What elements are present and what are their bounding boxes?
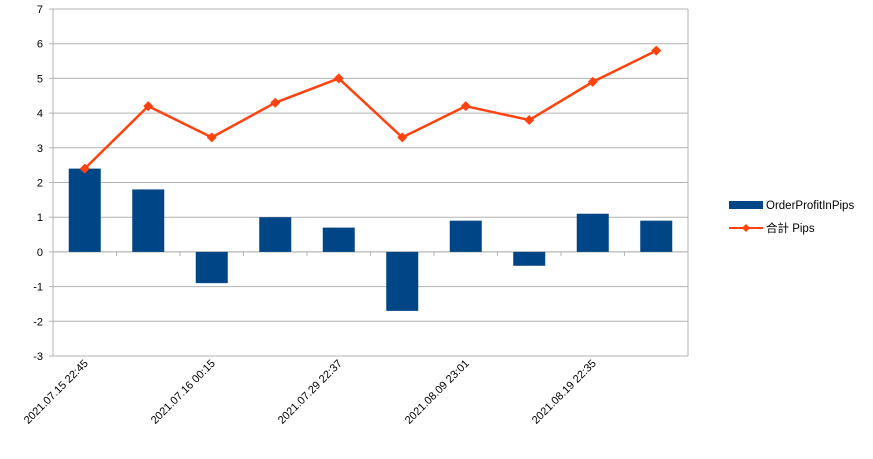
bar — [195, 251, 228, 284]
y-tick-label: 0 — [37, 247, 43, 259]
line-point — [524, 115, 535, 126]
bar — [640, 220, 673, 252]
legend: OrderProfitInPips 合計 Pips — [729, 200, 854, 235]
bar — [449, 220, 482, 252]
x-tick-labels: 2021.07.15 22:45 2021.07.16 00:15 2021.07.… — [22, 251, 689, 427]
grid-lines — [53, 8, 689, 357]
y-tick-label: -3 — [33, 351, 43, 363]
line-series — [79, 45, 662, 174]
line-point — [270, 97, 281, 108]
y-tick-labels: -3 -2 -1 0 1 2 3 4 5 6 7 — [33, 4, 53, 363]
y-tick-label: 6 — [37, 39, 43, 51]
line-point — [79, 163, 90, 174]
y-tick-label: 5 — [37, 73, 43, 85]
x-tick-label: 2021.07.15 22:45 — [22, 358, 91, 427]
x-tick-label: 2021.07.16 00:15 — [149, 358, 218, 427]
line-point — [143, 101, 154, 112]
y-tick-label: 2 — [37, 178, 43, 190]
line-point — [651, 45, 662, 56]
legend-line-marker — [742, 224, 750, 232]
legend-bar-swatch — [729, 201, 763, 209]
y-tick-label: 3 — [37, 143, 43, 155]
y-tick-label: 7 — [37, 4, 43, 16]
bar — [68, 168, 101, 252]
y-tick-label: 1 — [37, 212, 43, 224]
bar — [322, 227, 355, 252]
bar — [132, 189, 165, 252]
series-line — [83, 49, 657, 170]
y-tick-label: 4 — [37, 108, 43, 120]
bar — [386, 251, 419, 311]
line-point — [460, 101, 471, 112]
legend-bar-label: OrderProfitInPips — [766, 200, 854, 212]
x-tick-label: 2021.07.29 22:37 — [276, 358, 345, 427]
x-tick-label: 2021.08.09 23:01 — [403, 358, 472, 427]
legend-line-label: 合計 Pips — [766, 221, 815, 235]
y-tick-label: -2 — [33, 316, 43, 328]
y-tick-label: -1 — [33, 282, 43, 294]
line-point — [333, 73, 344, 84]
bar — [513, 251, 546, 266]
line-point — [397, 132, 408, 143]
bar-series — [68, 168, 673, 311]
line-point — [206, 132, 217, 143]
bar — [576, 213, 609, 252]
bar — [259, 217, 292, 252]
x-tick-label: 2021.08.19 22:35 — [530, 358, 599, 427]
line-point — [587, 76, 598, 87]
